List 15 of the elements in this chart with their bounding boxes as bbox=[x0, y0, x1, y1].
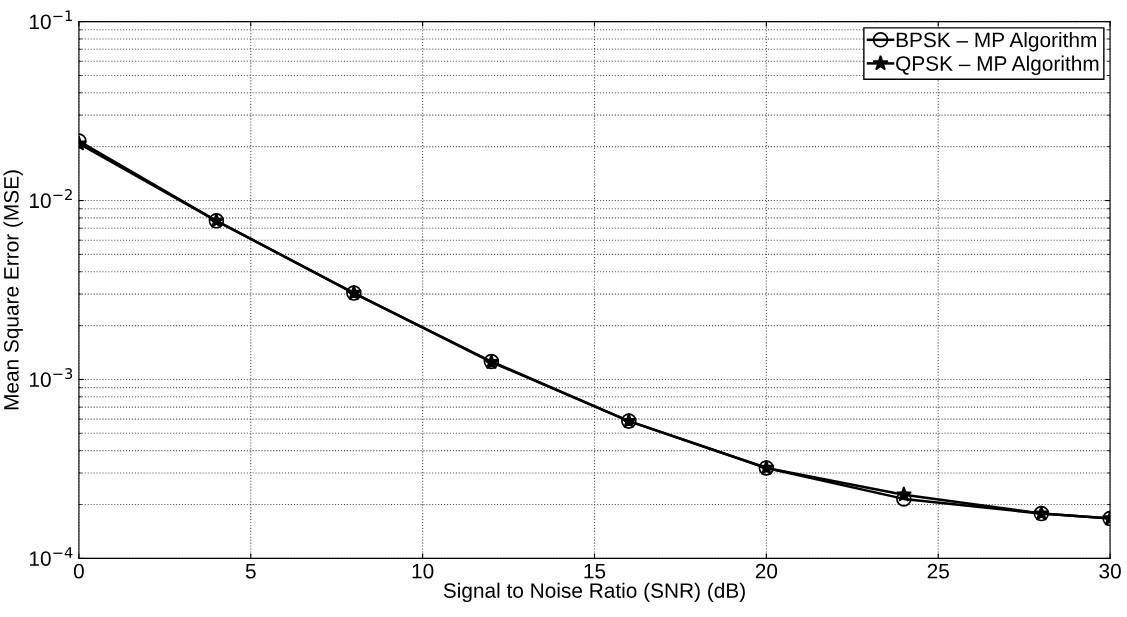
y-tick-label: 10$^{−3}$ bbox=[29, 368, 73, 388]
legend-label: BPSK – MP Algorithm bbox=[896, 32, 1096, 52]
x-axis-title: Signal to Noise Ratio (SNR) (dB) bbox=[443, 582, 745, 603]
y-tick-label: 10$^{−4}$ bbox=[29, 547, 73, 566]
x-tick-label: 0 bbox=[73, 563, 84, 579]
x-tick-label: 25 bbox=[927, 563, 949, 579]
x-tick-label: 10 bbox=[412, 563, 434, 579]
legend-label: QPSK – MP Algorithm bbox=[896, 55, 1099, 76]
x-tick-label: 5 bbox=[245, 564, 256, 579]
x-tick-label: 30 bbox=[1099, 563, 1121, 579]
y-tick-label: 10$^{−2}$ bbox=[29, 189, 72, 209]
x-tick-label: 20 bbox=[755, 563, 778, 579]
y-axis-title: Mean Square Error (MSE) bbox=[3, 170, 23, 410]
y-tick-label: 10$^{−1}$ bbox=[29, 10, 72, 30]
x-tick-label: 15 bbox=[584, 564, 606, 579]
